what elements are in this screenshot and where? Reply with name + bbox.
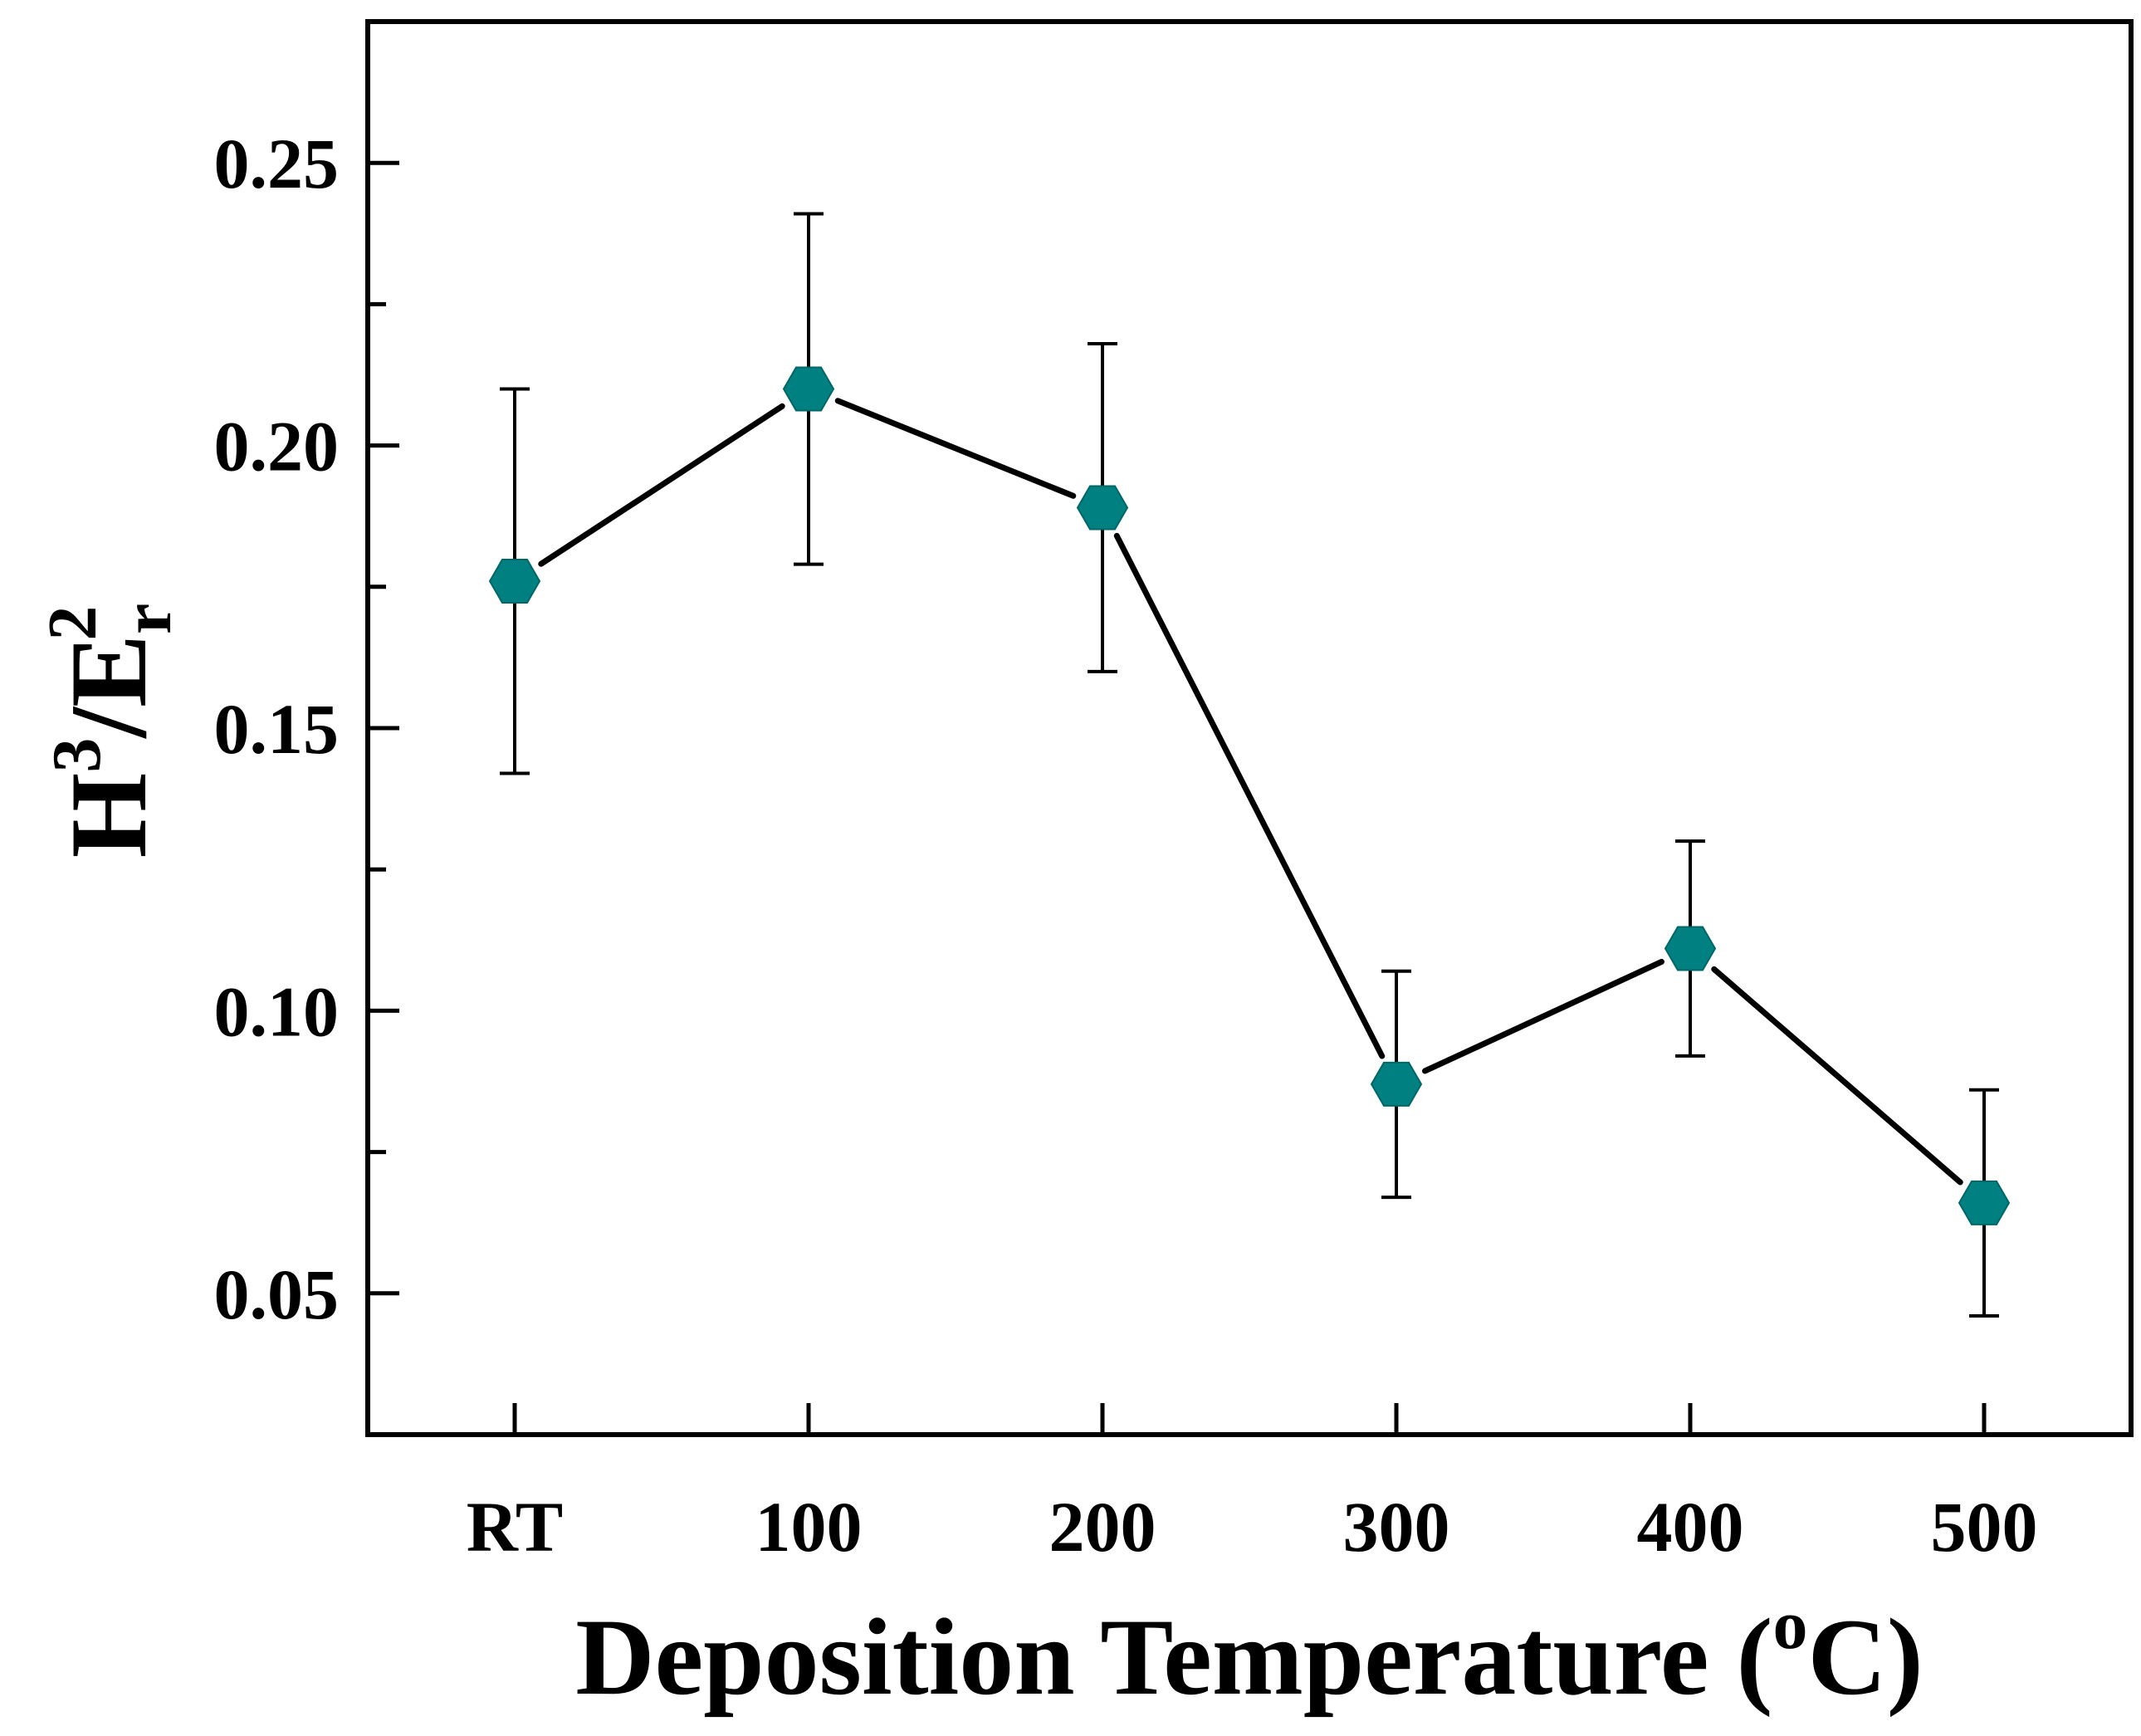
x-tick-label: 400 — [1637, 1487, 1744, 1567]
markers-group — [488, 366, 2011, 1225]
x-tick-label: RT — [467, 1487, 563, 1567]
data-point-marker — [488, 559, 541, 604]
plot-frame — [365, 19, 2134, 1437]
y-axis-title-sup3: 3 — [38, 738, 115, 773]
x-axis-title: Deposition Temperature (oC) — [575, 1587, 1923, 1718]
series-line-group — [538, 398, 1963, 1186]
y-tick-label: 0.20 — [214, 407, 340, 487]
y-tick-label: 0.25 — [214, 124, 340, 203]
data-point-marker — [1370, 1061, 1423, 1107]
y-tick-label: 0.10 — [214, 971, 340, 1051]
series-line-segment — [538, 403, 785, 567]
data-point-marker — [1076, 485, 1129, 531]
error-bars-group — [500, 212, 1999, 1318]
x-tick-label: 500 — [1931, 1487, 2038, 1567]
y-axis-ticks: 0.05 0.10 0.15 0.20 0.25 — [214, 124, 399, 1334]
x-axis-ticks: RT 100 200 300 400 500 — [467, 1403, 2038, 1567]
series-line-segment — [834, 398, 1077, 499]
data-point-marker — [1664, 926, 1717, 971]
x-tick-label: 200 — [1049, 1487, 1156, 1567]
y-axis-title-sub-r: r — [109, 604, 186, 634]
x-axis-title-main: Deposition Temperature ( — [575, 1596, 1772, 1718]
x-tick-label: 300 — [1343, 1487, 1450, 1567]
x-tick-label: 100 — [755, 1487, 863, 1567]
y-tick-label: 0.05 — [214, 1254, 340, 1334]
series-line-segment — [1711, 966, 1963, 1186]
y-tick-label: 0.15 — [214, 689, 340, 769]
y-axis-title-h: H — [47, 773, 169, 858]
series-line-segment — [1422, 958, 1664, 1074]
x-axis-title-degree: o — [1772, 1587, 1807, 1664]
y-axis-title: H3/Er2 — [34, 604, 186, 858]
x-axis-title-tail: C) — [1807, 1596, 1923, 1718]
y-axis-title-sup2: 2 — [34, 606, 111, 641]
data-point-marker — [782, 366, 835, 412]
data-point-marker — [1958, 1180, 2011, 1225]
series-line-segment — [1113, 532, 1386, 1059]
y-axis-title-e: /E — [47, 634, 169, 740]
